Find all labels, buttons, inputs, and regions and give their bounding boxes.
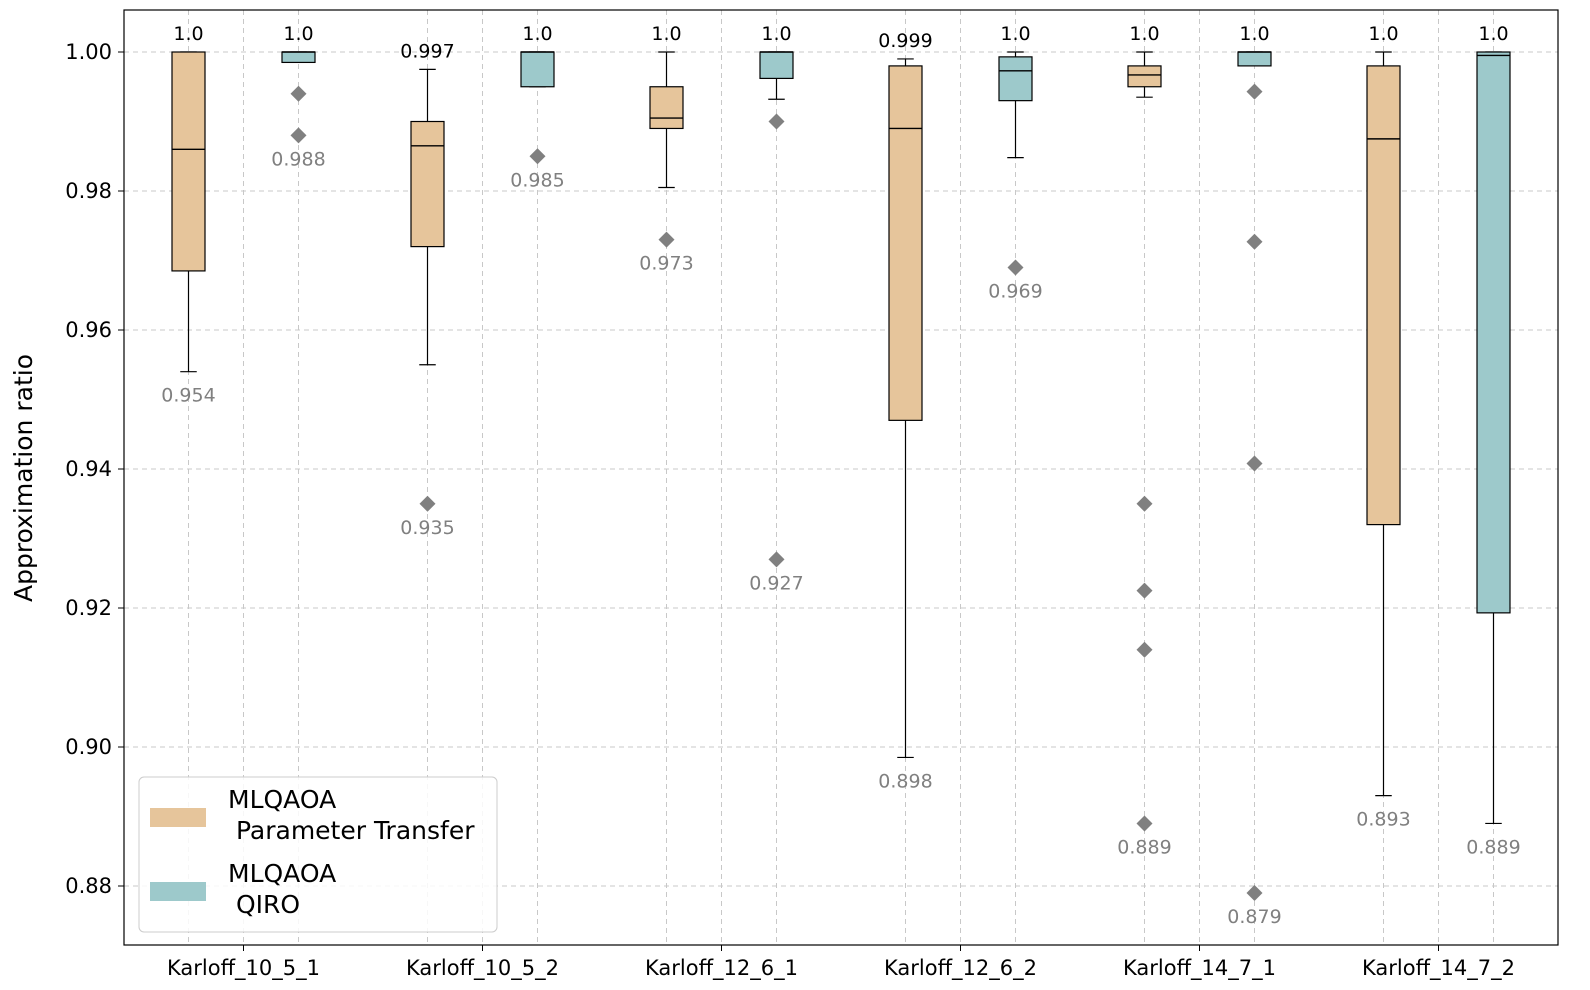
box-group xyxy=(1237,51,1272,901)
min-value-label: 0.879 xyxy=(1227,906,1281,928)
box-iqr xyxy=(520,51,555,88)
outlier-point xyxy=(1136,641,1153,658)
min-value-label: 0.889 xyxy=(1466,836,1520,858)
min-value-label: 0.935 xyxy=(400,517,454,539)
outlier-point xyxy=(529,148,546,165)
legend-label-parameter-transfer: MLQAOA Parameter Transfer xyxy=(228,785,475,845)
outlier-point xyxy=(768,551,785,568)
min-value-label: 0.927 xyxy=(749,572,803,594)
min-value-label: 0.898 xyxy=(878,770,932,792)
max-value-label: 1.0 xyxy=(283,23,313,45)
box-group xyxy=(998,51,1033,276)
max-value-label: 1.0 xyxy=(173,23,203,45)
outlier-point xyxy=(1246,83,1263,100)
box-iqr xyxy=(1366,65,1401,526)
y-tick-label: 0.90 xyxy=(65,735,112,759)
box-iqr xyxy=(171,51,206,272)
box-iqr xyxy=(888,65,923,421)
y-tick-label: 0.88 xyxy=(65,874,112,898)
y-tick-label: 0.96 xyxy=(65,318,112,342)
box-iqr xyxy=(649,86,684,130)
outlier-point xyxy=(1246,884,1263,901)
max-value-label: 1.0 xyxy=(1368,23,1398,45)
y-tick-label: 0.92 xyxy=(65,596,112,620)
outlier-point xyxy=(1246,233,1263,250)
box-group xyxy=(759,51,794,568)
box-group xyxy=(649,51,684,248)
box-iqr xyxy=(1237,51,1272,67)
x-tick-label: Karloff_10_5_2 xyxy=(406,956,559,981)
outlier-point xyxy=(1136,582,1153,599)
x-tick-label: Karloff_12_6_1 xyxy=(645,956,798,981)
legend-label-parameter-transfer-line2: Parameter Transfer xyxy=(228,816,475,845)
outlier-point xyxy=(1007,259,1024,276)
min-value-label: 0.985 xyxy=(510,169,564,191)
box-group xyxy=(1366,51,1401,797)
outlier-point xyxy=(1246,455,1263,472)
max-value-label: 1.0 xyxy=(1129,23,1159,45)
box-iqr xyxy=(998,56,1033,102)
min-value-label: 0.988 xyxy=(271,148,325,170)
min-value-label: 0.954 xyxy=(161,385,215,407)
max-value-label: 1.0 xyxy=(1478,23,1508,45)
box-iqr xyxy=(759,51,794,80)
max-value-label: 0.999 xyxy=(878,30,932,52)
box-iqr xyxy=(281,51,316,64)
box-iqr xyxy=(410,120,445,248)
max-value-label: 1.0 xyxy=(651,23,681,45)
outlier-point xyxy=(419,495,436,512)
box-group xyxy=(1476,51,1511,825)
outlier-point xyxy=(1136,815,1153,832)
min-value-label: 0.969 xyxy=(988,280,1042,302)
max-value-label: 1.0 xyxy=(522,23,552,45)
outlier-point xyxy=(290,85,307,102)
x-tick-label: Karloff_14_7_1 xyxy=(1123,956,1276,981)
box-groups xyxy=(171,51,1511,901)
outlier-point xyxy=(768,113,785,130)
max-value-label: 1.0 xyxy=(1239,23,1269,45)
y-tick-label: 1.00 xyxy=(65,40,112,64)
legend: MLQAOA Parameter Transfer MLQAOA QIRO xyxy=(138,776,498,933)
legend-label-qiro: MLQAOA QIRO xyxy=(228,859,344,919)
outlier-point xyxy=(290,127,307,144)
legend-label-parameter-transfer-line1: MLQAOA xyxy=(228,785,336,814)
axes: 0.88 0.90 0.92 0.94 0.96 0.98 1.00 Karloff_10_5… xyxy=(65,40,1515,981)
box-group xyxy=(1127,51,1162,832)
y-tick-label: 0.94 xyxy=(65,457,112,481)
legend-swatch-qiro xyxy=(150,882,206,901)
legend-label-qiro-line2: QIRO xyxy=(228,890,300,919)
max-value-label: 1.0 xyxy=(1000,23,1030,45)
box-iqr xyxy=(1476,51,1511,614)
x-tick-label: Karloff_12_6_2 xyxy=(884,956,1037,981)
box-group xyxy=(410,68,445,512)
x-tick-label: Karloff_10_5_1 xyxy=(167,956,320,981)
outlier-point xyxy=(1136,495,1153,512)
plot-frame xyxy=(123,9,1559,946)
box-iqr xyxy=(1127,65,1162,88)
x-tick-label: Karloff_14_7_2 xyxy=(1362,956,1515,981)
legend-swatch-parameter-transfer xyxy=(150,808,206,827)
y-axis-title: Approximation ratio xyxy=(9,354,38,602)
legend-label-qiro-line1: MLQAOA xyxy=(228,859,336,888)
value-labels: 1.0 0.954 0.997 0.935 1.0 0.973 0.999 0.898 1.0 0… xyxy=(161,23,1520,928)
y-tick-label: 0.98 xyxy=(65,179,112,203)
min-value-label: 0.893 xyxy=(1356,809,1410,831)
box-group xyxy=(171,51,206,373)
outlier-point xyxy=(658,231,675,248)
box-group xyxy=(888,58,923,759)
max-value-label: 1.0 xyxy=(761,23,791,45)
max-value-label: 0.997 xyxy=(400,40,454,62)
box-group xyxy=(520,51,555,165)
legend-frame xyxy=(138,776,498,933)
box-group xyxy=(281,51,316,144)
min-value-label: 0.889 xyxy=(1117,836,1171,858)
min-value-label: 0.973 xyxy=(639,253,693,275)
